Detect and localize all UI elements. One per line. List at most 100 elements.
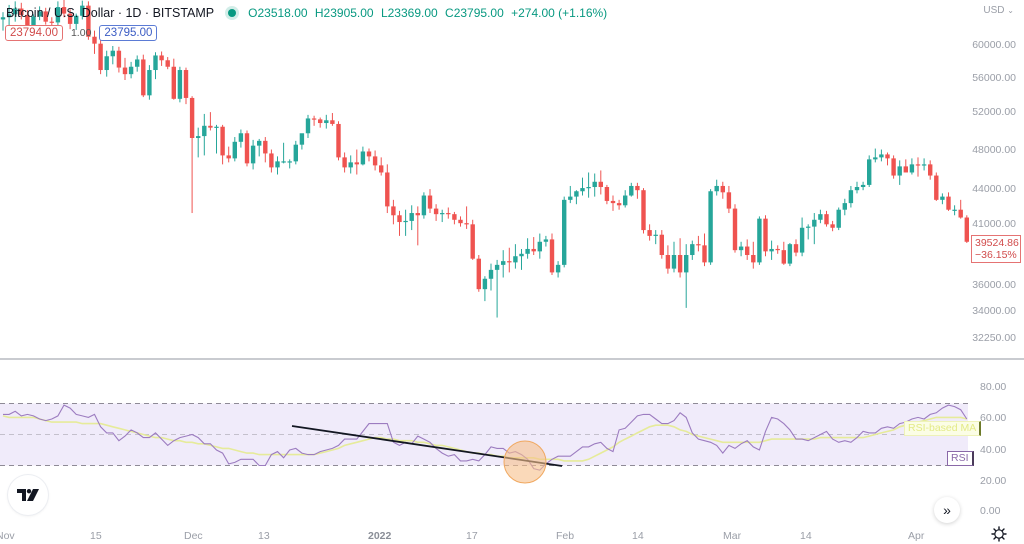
candle: [403, 209, 408, 236]
time-axis-tick: 15: [90, 530, 102, 542]
rsi-axis-tick: 0.00: [980, 505, 1001, 517]
candle: [330, 113, 335, 126]
candle: [525, 238, 530, 259]
candle: [793, 239, 799, 257]
candle: [135, 55, 140, 72]
time-axis-tick: Nov: [0, 530, 15, 542]
candle: [379, 157, 384, 176]
candle: [293, 140, 298, 165]
candle: [269, 149, 274, 173]
rsi-axis-tick: 60.00: [980, 412, 1007, 424]
price-axis-tick: 56000.00: [972, 72, 1016, 84]
candle: [6, 4, 12, 27]
candle: [513, 244, 518, 269]
candle: [238, 129, 244, 148]
candle: [470, 219, 475, 260]
candle: [360, 146, 366, 166]
candle: [196, 127, 201, 158]
candle: [19, 2, 24, 20]
candle: [183, 67, 189, 105]
candle: [848, 185, 854, 208]
candle: [165, 57, 170, 70]
candle: [391, 199, 396, 225]
candle: [43, 7, 48, 25]
quantity-field[interactable]: 1.00: [70, 27, 92, 39]
tradingview-logo[interactable]: [8, 475, 48, 515]
currency-label: USD: [983, 5, 1005, 16]
gear-icon[interactable]: [991, 526, 1007, 542]
candle: [690, 240, 695, 260]
candle: [440, 209, 445, 223]
candle: [671, 241, 677, 273]
candle: [433, 204, 439, 221]
candle: [61, 0, 67, 18]
candle: [208, 112, 213, 131]
candle: [464, 206, 469, 229]
candle: [842, 198, 847, 216]
candle: [80, 0, 85, 20]
ohlc-high: H23905.00: [314, 6, 374, 20]
candle: [214, 124, 219, 154]
price-axis-tick: 44000.00: [972, 183, 1016, 195]
candle: [354, 149, 359, 175]
price-axis-tick: 41000.00: [972, 218, 1016, 230]
candle: [122, 57, 128, 80]
candle: [336, 121, 341, 161]
candle: [806, 224, 811, 240]
candle: [488, 263, 494, 291]
rsi-axis-tick: 20.00: [980, 475, 1007, 487]
candle: [537, 233, 542, 259]
candle: [476, 255, 481, 292]
candle: [574, 190, 579, 205]
candle: [257, 138, 262, 157]
candle: [824, 210, 829, 227]
last-price-change: −36.15%: [975, 249, 1017, 261]
scroll-to-realtime-button[interactable]: »: [934, 497, 960, 523]
candle: [897, 160, 902, 185]
candle: [226, 146, 231, 163]
candle: [281, 142, 286, 164]
candle: [531, 237, 536, 256]
candle: [98, 38, 103, 75]
price-axis-tick: 48000.00: [972, 144, 1016, 156]
candle: [153, 52, 158, 80]
candle: [250, 139, 256, 170]
candle: [86, 1, 91, 40]
candle: [696, 235, 701, 252]
candle: [677, 238, 683, 278]
candle: [543, 235, 549, 247]
candle: [415, 206, 420, 246]
highlight-circle-drawing[interactable]: [503, 440, 547, 484]
rsi-axis-tick: 40.00: [980, 444, 1007, 456]
candle: [592, 173, 597, 197]
candle: [366, 148, 372, 162]
sell-button[interactable]: 23794.00: [5, 25, 63, 41]
candle: [940, 193, 945, 205]
candle: [867, 155, 872, 188]
candle: [507, 247, 512, 273]
currency-selector[interactable]: USD ⌄: [983, 5, 1014, 16]
candle: [427, 189, 433, 214]
candle: [159, 51, 164, 66]
candle: [92, 30, 97, 54]
tradingview-logo-icon: [17, 489, 39, 501]
symbol-title[interactable]: Bitcoin / U.S. Dollar · 1D · BITSTAMP: [6, 6, 215, 20]
ohlc-close: C23795.00: [445, 6, 504, 20]
candle: [452, 211, 457, 225]
candle: [299, 133, 305, 150]
candle: [799, 217, 805, 257]
price-axis-tick: 52000.00: [972, 106, 1016, 118]
pane-separator[interactable]: [0, 358, 1024, 360]
chevron-down-icon: ⌄: [1007, 6, 1014, 15]
candle: [751, 241, 756, 269]
buy-button[interactable]: 23795.00: [99, 25, 158, 41]
candle: [958, 199, 963, 219]
candlestick-series: [0, 0, 969, 318]
candle: [110, 46, 115, 65]
candle: [37, 6, 42, 21]
time-axis-tick: Dec: [184, 530, 203, 542]
time-axis-tick: Feb: [556, 530, 575, 542]
candle: [879, 149, 884, 162]
candle: [854, 181, 860, 194]
